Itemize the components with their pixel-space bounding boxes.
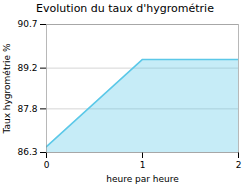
- svg-text:2: 2: [236, 160, 242, 170]
- svg-text:Taux hygrométrie %: Taux hygrométrie %: [2, 43, 12, 135]
- svg-text:90.7: 90.7: [17, 19, 37, 29]
- svg-text:89.2: 89.2: [17, 63, 37, 73]
- svg-text:0: 0: [44, 160, 50, 170]
- svg-text:1: 1: [140, 160, 146, 170]
- html-text:Evolution du taux d'hygrométri: Evolution du taux d'hygrométrie: [36, 2, 214, 15]
- svg-text:heure par heure: heure par heure: [106, 174, 179, 184]
- svg-text:87.8: 87.8: [17, 104, 37, 114]
- svg-text:86.3: 86.3: [17, 147, 37, 157]
